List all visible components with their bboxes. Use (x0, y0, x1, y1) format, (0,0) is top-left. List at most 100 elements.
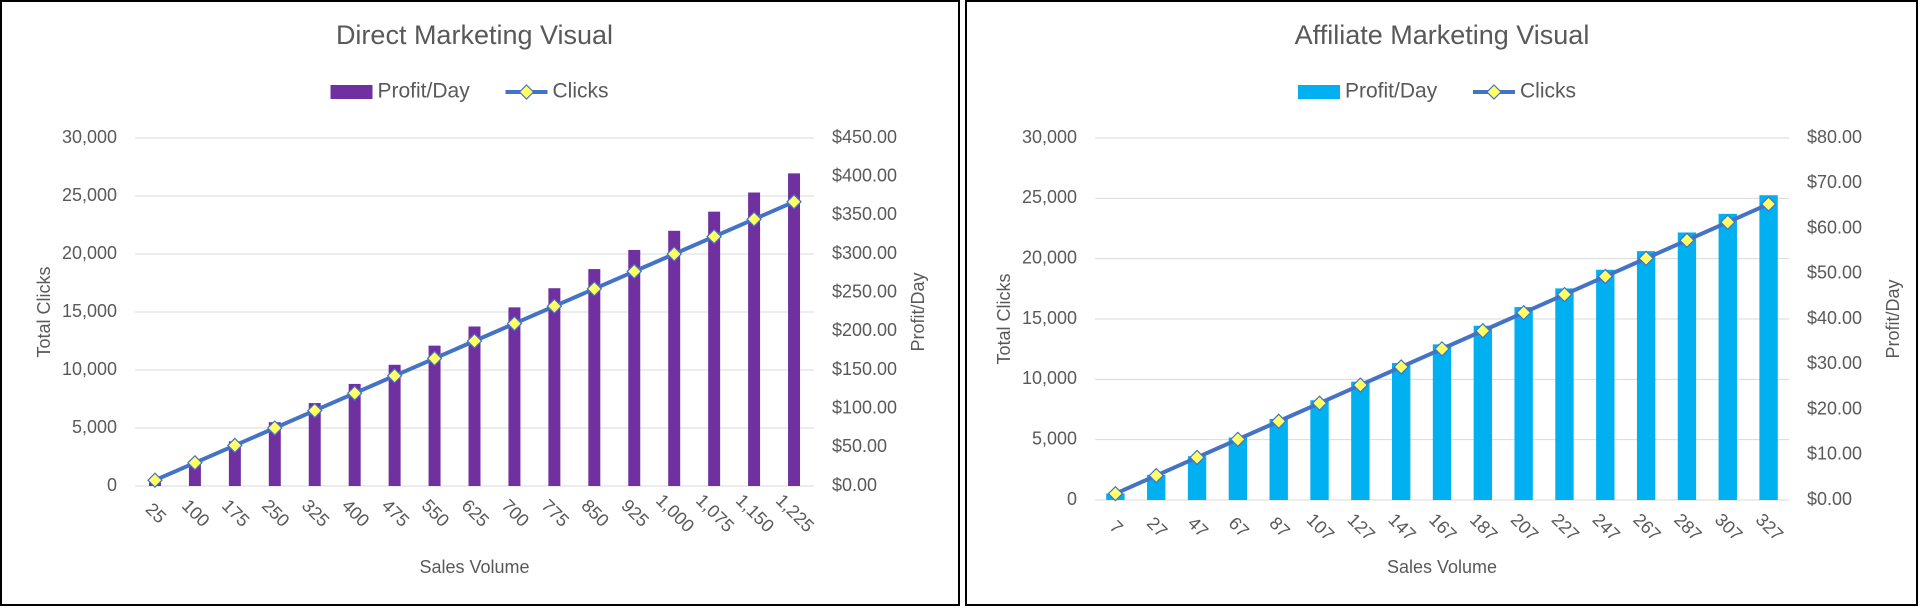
legend-label: Profit/Day (378, 80, 471, 103)
bar (1269, 418, 1288, 500)
bar (748, 192, 761, 486)
marker (1107, 485, 1124, 502)
marker (266, 420, 283, 436)
y2-tick-label: $250.00 (832, 281, 897, 301)
y2-tick-label: $300.00 (832, 243, 897, 263)
chart-title: Affiliate Marketing Visual (1295, 20, 1590, 50)
marker (506, 315, 523, 332)
y2-tick-label: $30.00 (1807, 353, 1862, 373)
legend-swatch (330, 85, 373, 99)
chart-border (965, 0, 1918, 606)
y-tick-label: 10,000 (62, 359, 117, 379)
marker (306, 402, 323, 419)
marker (227, 437, 243, 454)
marker (147, 472, 163, 489)
marker (1719, 214, 1736, 231)
bar (668, 230, 681, 486)
y2-tick-label: $0.00 (832, 475, 877, 495)
bar (788, 173, 801, 486)
y-tick-label: 10,000 (1022, 368, 1077, 388)
y-tick-label: 15,000 (62, 301, 117, 321)
y2-tick-label: $10.00 (1807, 444, 1862, 464)
y2-tick-label: $450.00 (832, 127, 897, 147)
marker (1189, 449, 1205, 466)
y2-tick-label: $50.00 (1807, 263, 1862, 283)
y-tick-label: 15,000 (1022, 308, 1077, 328)
bar (428, 345, 441, 486)
marker (746, 211, 762, 228)
y-tick-label: 30,000 (1022, 127, 1077, 147)
bar (348, 383, 361, 486)
legend-marker (1486, 84, 1502, 100)
bar (388, 364, 401, 486)
bar (1351, 381, 1370, 500)
y2-tick-label: $20.00 (1807, 398, 1862, 418)
y2-tick-label: $0.00 (1807, 489, 1852, 509)
marker (1474, 322, 1491, 339)
x-axis-title: Sales Volume (1387, 557, 1497, 577)
bar (1514, 307, 1533, 500)
chart: Direct Marketing Visual 0 5,000 10,000 15,00… (0, 0, 960, 606)
y2-tick-label: $200.00 (832, 320, 897, 340)
bar (1677, 232, 1697, 500)
bar (468, 326, 481, 486)
bar (1555, 288, 1574, 500)
marker (1434, 341, 1450, 357)
y-tick-label: 0 (107, 475, 117, 495)
bar (588, 269, 601, 486)
marker (546, 298, 563, 315)
bar (1432, 344, 1452, 500)
bar (1759, 195, 1778, 501)
y2-tick-label: $400.00 (832, 165, 897, 185)
legend-label: Clicks (553, 80, 609, 103)
bar (1718, 213, 1737, 501)
legend-swatch (1298, 85, 1340, 99)
marker (426, 350, 443, 367)
y-tick-label: 20,000 (1022, 247, 1077, 267)
y-tick-label: 30,000 (62, 127, 117, 147)
bar (228, 441, 241, 486)
marker (706, 228, 722, 245)
bar (508, 307, 521, 486)
y-tick-label: 0 (1067, 489, 1077, 509)
marker (1597, 268, 1614, 285)
marker (1393, 359, 1410, 375)
marker (1352, 377, 1369, 393)
marker (626, 263, 643, 280)
bar (1310, 400, 1329, 500)
marker (187, 454, 203, 471)
bar (188, 460, 201, 486)
bar (628, 249, 641, 486)
bar (1391, 362, 1411, 500)
y-tick-label: 5,000 (1032, 428, 1077, 448)
bar (708, 211, 721, 486)
bar (1473, 325, 1493, 500)
bar (1147, 474, 1166, 500)
marker (1148, 467, 1165, 484)
marker (1311, 395, 1328, 412)
marker (666, 246, 683, 262)
y2-tick-label: $70.00 (1807, 172, 1862, 192)
bar (268, 422, 281, 486)
y-tick-label: 25,000 (62, 185, 117, 205)
marker (1230, 431, 1246, 448)
chart: Affiliate Marketing Visual 0 5,000 10,000 15… (965, 0, 1918, 606)
marker (1270, 413, 1287, 430)
marker (1556, 286, 1573, 303)
legend-label: Clicks (1520, 80, 1576, 103)
y-axis-title: Total Clicks (994, 273, 1014, 364)
legend: Profit/Day Clicks (330, 80, 609, 103)
bar (1596, 269, 1615, 500)
marker (466, 333, 483, 349)
y2-tick-label: $80.00 (1807, 127, 1862, 147)
y-tick-label: 20,000 (62, 243, 117, 263)
bar (1636, 251, 1656, 500)
y2-tick-label: $60.00 (1807, 217, 1862, 237)
chart-title: Direct Marketing Visual (336, 20, 613, 50)
bar (548, 288, 561, 486)
marker (1760, 196, 1777, 212)
bar (1187, 456, 1207, 500)
marker (586, 280, 603, 297)
y2-axis-title: Profit/Day (1883, 279, 1903, 358)
